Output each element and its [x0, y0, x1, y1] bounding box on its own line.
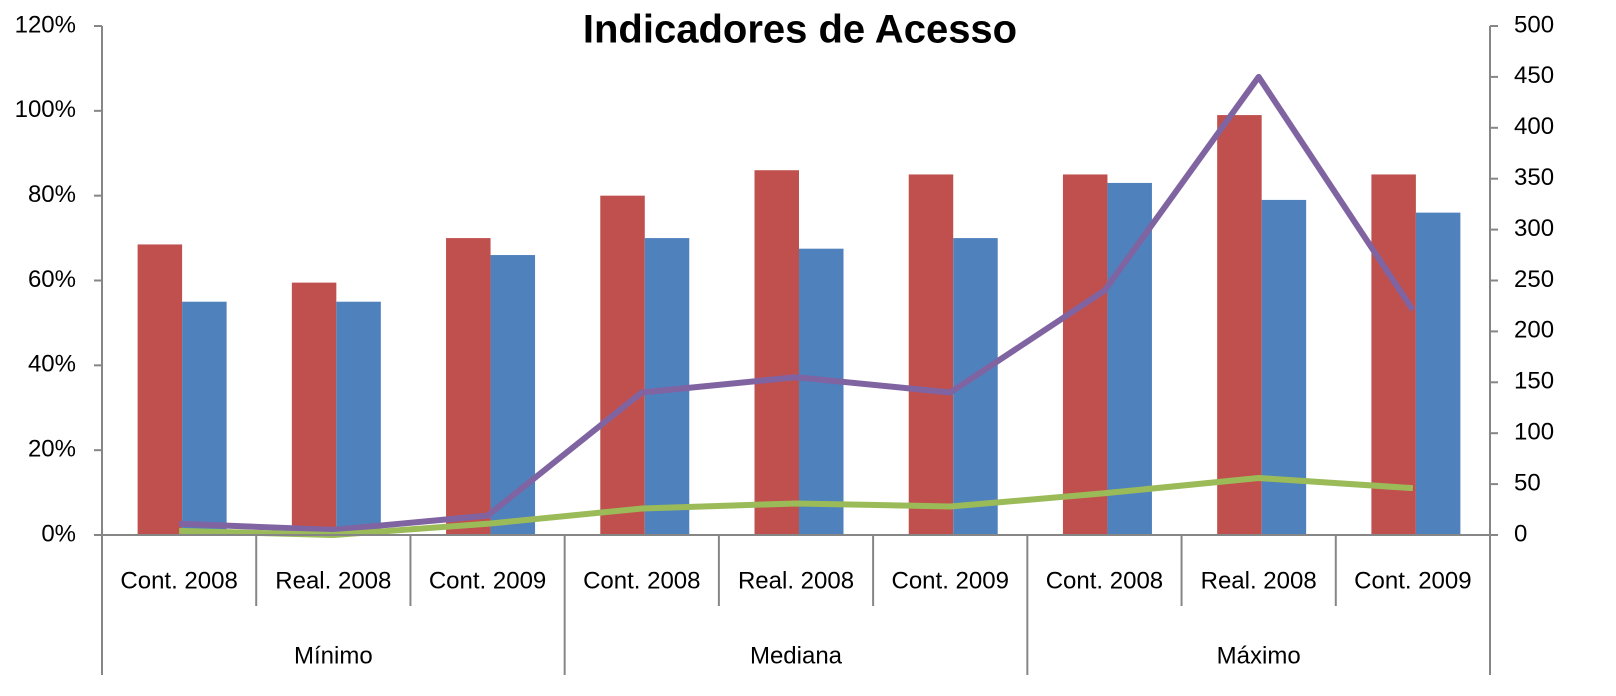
y2-tick-label: 150 — [1514, 368, 1554, 395]
y2-tick-label: 250 — [1514, 266, 1554, 293]
y-tick-label: 80% — [28, 181, 76, 208]
bar — [182, 301, 227, 535]
bar — [754, 170, 799, 535]
x-tick-label: Real. 2008 — [275, 567, 391, 594]
bar — [1261, 199, 1307, 536]
x-tick-label: Real. 2008 — [738, 567, 854, 594]
x-tick-label: Cont. 2008 — [120, 567, 237, 594]
bar — [1062, 174, 1108, 536]
y2-tick-label: 50 — [1514, 469, 1541, 496]
y-tick-label: 100% — [15, 96, 76, 123]
x-tick-label: Cont. 2009 — [429, 567, 546, 594]
x-tick-label: Real. 2008 — [1201, 567, 1317, 594]
y2-tick-label: 200 — [1514, 317, 1554, 344]
group-label: Máximo — [1217, 642, 1301, 669]
x-tick-label: Cont. 2009 — [1354, 567, 1471, 594]
y2-tick-label: 450 — [1514, 62, 1554, 89]
bar — [600, 195, 645, 535]
bar — [908, 174, 954, 536]
bar — [137, 244, 183, 535]
x-tick-label: Cont. 2008 — [583, 567, 700, 594]
bar — [1217, 115, 1262, 535]
y-tick-label: 60% — [28, 266, 76, 293]
group-label: Mínimo — [294, 642, 373, 669]
bar — [1415, 212, 1461, 535]
y2-tick-label: 100 — [1514, 419, 1554, 446]
bar — [799, 248, 844, 535]
bar — [336, 301, 381, 535]
bar — [291, 282, 337, 535]
y2-tick-label: 400 — [1514, 113, 1554, 140]
bar — [1371, 174, 1416, 536]
bar — [446, 238, 491, 536]
group-label: Mediana — [750, 642, 843, 669]
y-tick-label: 120% — [15, 11, 76, 38]
line-series — [179, 474, 1414, 538]
x-tick-label: Cont. 2009 — [892, 567, 1009, 594]
bar — [490, 255, 536, 536]
y2-tick-label: 0 — [1514, 520, 1527, 547]
line-series — [178, 73, 1416, 533]
chart-title: Indicadores de Acesso — [583, 8, 1017, 52]
y2-tick-label: 300 — [1514, 215, 1554, 242]
y2-tick-label: 350 — [1514, 164, 1554, 191]
x-tick-label: Cont. 2008 — [1046, 567, 1163, 594]
bar — [1107, 182, 1152, 536]
y-tick-label: 0% — [41, 520, 76, 547]
y-tick-label: 20% — [28, 436, 76, 463]
y-tick-label: 40% — [28, 351, 76, 378]
y2-tick-label: 500 — [1514, 11, 1554, 38]
